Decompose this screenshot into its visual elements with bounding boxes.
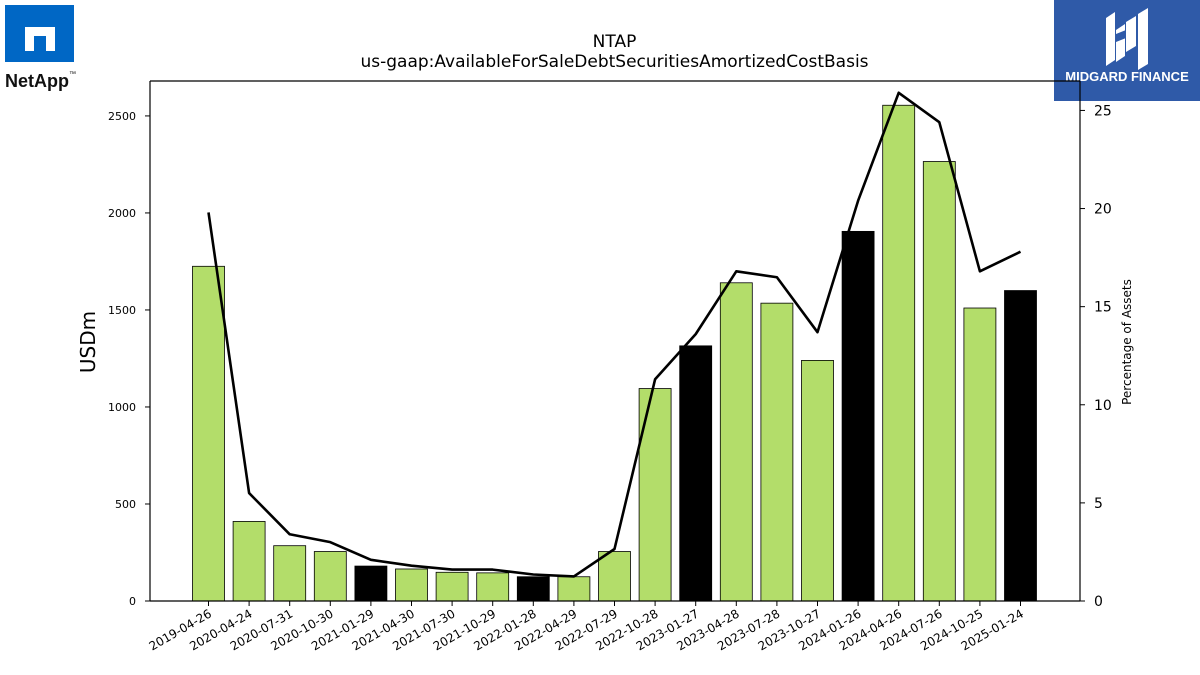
- bar-2024-01-26: [841, 230, 875, 602]
- chart-subtitle: us-gaap:AvailableForSaleDebtSecuritiesAm…: [360, 52, 869, 72]
- bar-2021-07-30: [435, 571, 469, 602]
- percentage-of-assets-line: [207, 91, 1022, 578]
- bar-2023-04-28: [719, 282, 753, 602]
- midgard-finance-logo: MIDGARD FINANCE: [1054, 0, 1200, 101]
- y-tick-label-2500: 2500: [108, 110, 136, 123]
- midgard-logo-text: MIDGARD FINANCE: [1065, 69, 1189, 84]
- y2-tick-label-25: 25: [1094, 103, 1112, 119]
- netapp-logo-text: NetApp™: [5, 71, 76, 91]
- bar-2021-10-29: [476, 572, 510, 602]
- bar-2022-07-29: [598, 551, 631, 602]
- y2-tick-label-10: 10: [1094, 398, 1112, 414]
- bar-2021-01-29: [354, 565, 388, 602]
- y-tick-label-1000: 1000: [108, 401, 136, 414]
- y-tick-label-0: 0: [129, 595, 136, 608]
- y2-tick-label-20: 20: [1094, 202, 1112, 218]
- bar-2022-01-28: [516, 576, 550, 602]
- bar-2020-10-30: [313, 551, 347, 602]
- bar-2023-01-27: [679, 345, 713, 602]
- y-tick-label-1500: 1500: [108, 304, 136, 317]
- netapp-logo-mark: [5, 5, 74, 62]
- y-tick-label-500: 500: [115, 498, 136, 511]
- bar-2024-10-25: [963, 307, 997, 602]
- bar-2024-04-26: [882, 104, 916, 602]
- netapp-logo: NetApp™: [5, 5, 85, 95]
- bar-2024-07-26: [922, 161, 956, 602]
- bar-2025-01-24: [1004, 290, 1037, 602]
- bar-2022-10-28: [638, 388, 672, 602]
- bar-2020-04-24: [232, 521, 266, 602]
- y2-tick-label-15: 15: [1094, 300, 1112, 316]
- bar-2022-04-29: [557, 576, 591, 602]
- midgard-logo-mark: [1106, 8, 1148, 70]
- bar-2019-04-26: [192, 265, 225, 602]
- y2-tick-label-5: 5: [1094, 496, 1103, 512]
- bar-2023-07-28: [760, 302, 794, 602]
- bar-2023-10-27: [801, 360, 834, 602]
- chart-title: NTAP: [592, 32, 637, 52]
- y2-tick-label-0: 0: [1094, 594, 1103, 610]
- bar-2020-07-31: [273, 545, 307, 602]
- y-tick-label-2000: 2000: [108, 207, 136, 220]
- bar-2021-04-30: [395, 568, 428, 602]
